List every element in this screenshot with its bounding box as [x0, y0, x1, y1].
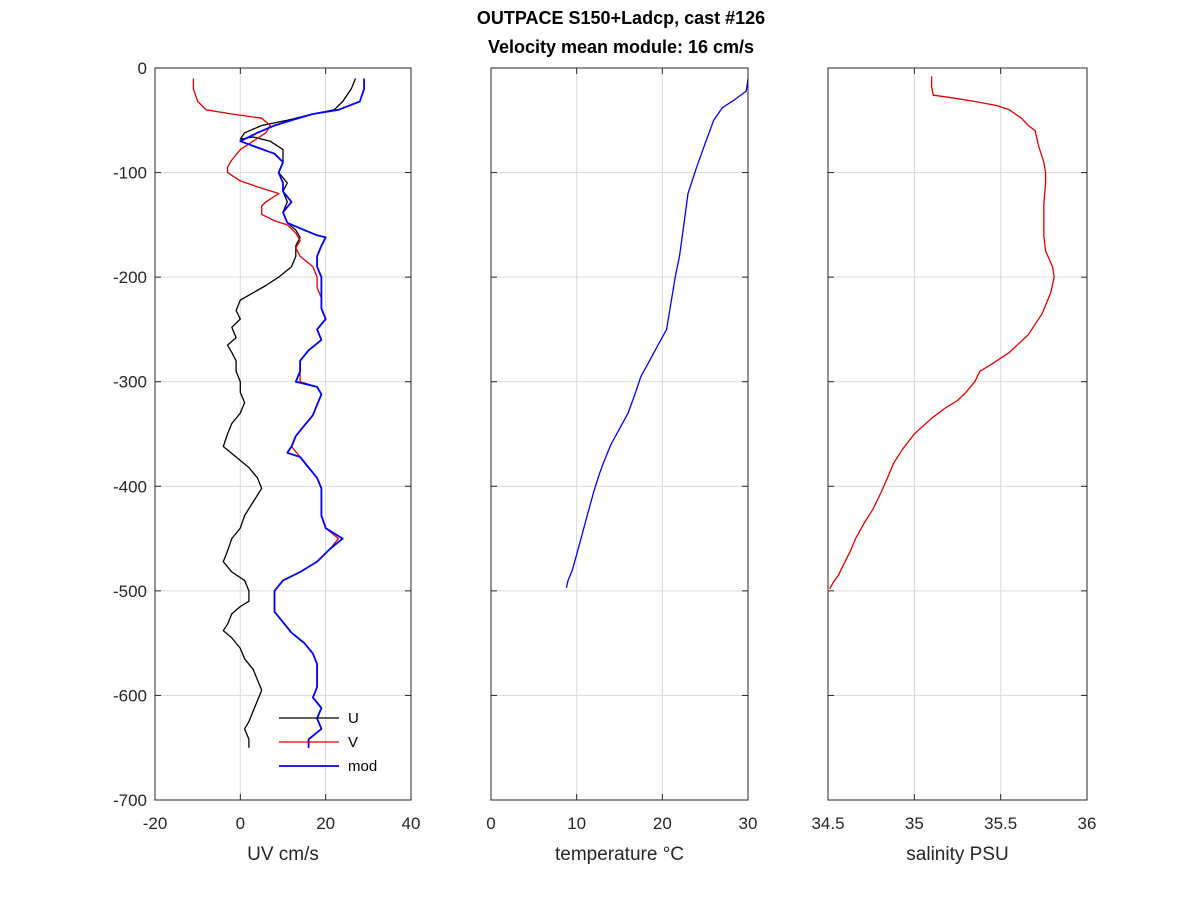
x-axis-label: salinity PSU [906, 844, 1008, 865]
x-axis-label: UV cm/s [247, 844, 319, 865]
x-tick-label: -20 [143, 814, 168, 833]
x-tick-label: 20 [653, 814, 672, 833]
x-tick-label: 0 [486, 814, 495, 833]
x-tick-label: 35 [905, 814, 924, 833]
panel-salinity: 34.5 35 35.5 36 salinity PSU [811, 67, 1097, 865]
y-tick-label: -100 [113, 164, 147, 183]
x-tick-label: 40 [402, 814, 421, 833]
y-tick-label: -400 [113, 477, 147, 496]
y-tick-label: -600 [113, 686, 147, 705]
y-tick-label: -500 [113, 582, 147, 601]
y-tick-label: -300 [113, 373, 147, 392]
axes-box [827, 67, 1088, 801]
x-tick-label: 0 [236, 814, 245, 833]
chart-title-line2: Velocity mean module: 16 cm/s [488, 37, 754, 57]
y-tick-label: 0 [138, 59, 147, 78]
axes-box [490, 67, 749, 801]
series-line-U [222, 78, 357, 748]
panel-uv: -20 0 20 400-100-200-300-400-500-600-700UV … [113, 59, 420, 865]
legend-label-U: U [348, 710, 359, 727]
series-line-salinity [829, 76, 1055, 590]
axes-box [154, 67, 412, 801]
x-axis-label: temperature °C [555, 844, 684, 865]
x-tick-label: 10 [567, 814, 586, 833]
series-line-V [192, 78, 340, 748]
series-line-temperature [565, 78, 748, 588]
y-tick-label: -700 [113, 791, 147, 810]
x-tick-label: 35.5 [984, 814, 1017, 833]
legend-label-V: V [348, 734, 358, 751]
panel-temperature: 0 10 20 30 temperature °C [486, 67, 758, 865]
x-tick-label: 36 [1078, 814, 1097, 833]
y-tick-label: -200 [113, 268, 147, 287]
legend-label-mod: mod [348, 758, 377, 775]
x-tick-label: 20 [316, 814, 335, 833]
series-line-mod [239, 78, 365, 748]
x-tick-label: 30 [739, 814, 758, 833]
x-tick-label: 34.5 [811, 814, 844, 833]
chart-title-line1: OUTPACE S150+Ladcp, cast #126 [477, 8, 765, 28]
plot-panels: -20 0 20 400-100-200-300-400-500-600-700UV … [113, 59, 1096, 865]
